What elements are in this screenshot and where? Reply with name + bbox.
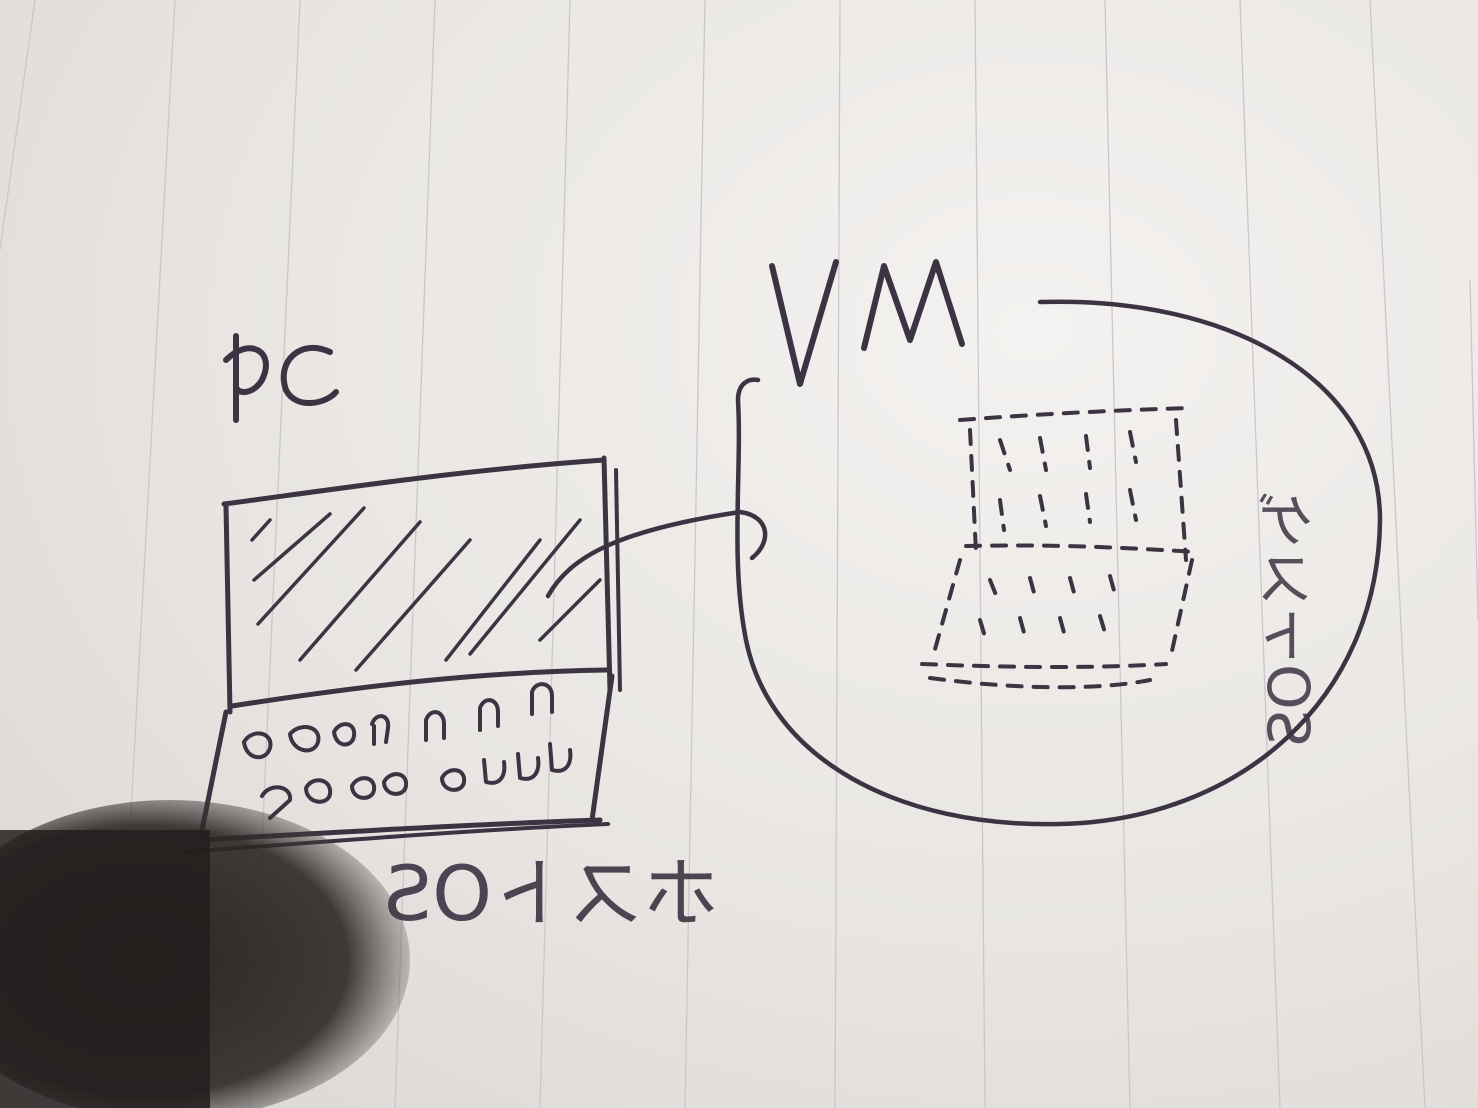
- virtual-keys: [978, 614, 1108, 642]
- virtual-base-left: [930, 558, 962, 662]
- ruled-line: [1239, 0, 1281, 1108]
- vm-bubble: [735, 299, 1383, 827]
- screen-hatching: [250, 506, 602, 672]
- ruled-line: [1369, 0, 1426, 1108]
- ruled-line: [1469, 279, 1478, 621]
- guest-os-label: ゲストOS: [1256, 490, 1324, 746]
- connector-to-vm: [545, 509, 768, 599]
- ruled-line: [0, 0, 36, 251]
- laptop-screen-top: [221, 457, 607, 507]
- laptop-screen-left: [223, 503, 233, 715]
- host-os-label-text: ホストOS: [384, 849, 720, 938]
- ruled-line: [974, 0, 986, 1108]
- virtual-screen-hatching: [998, 488, 1138, 532]
- laptop-base-right: [589, 673, 615, 823]
- virtual-base-right: [1168, 558, 1194, 662]
- ruled-line: [539, 0, 571, 1108]
- pc-letter-c: [280, 344, 339, 407]
- laptop-screen-edge: [614, 468, 622, 692]
- laptop-drawing: [184, 455, 622, 854]
- virtual-base-shadow: [928, 676, 1152, 690]
- ruled-line: [834, 0, 841, 1108]
- vm-letter-m: [861, 259, 965, 351]
- virtual-laptop-drawing: [920, 406, 1198, 690]
- virtual-screen-right: [1174, 418, 1188, 562]
- virtual-screen-top: [958, 406, 1192, 422]
- ruled-line: [1104, 0, 1131, 1108]
- virtual-base-bottom: [920, 662, 1168, 669]
- pc-label: PC: [223, 333, 339, 423]
- virtual-keys: [988, 574, 1118, 602]
- vm-letter-v: [769, 259, 839, 387]
- vm-label: VM: [769, 259, 965, 387]
- pc-letter-p-bowl: [223, 345, 269, 395]
- host-os-label: ホストOS: [384, 849, 720, 938]
- laptop-hinge: [229, 667, 609, 709]
- guest-os-label-text: ゲストOS: [1256, 490, 1324, 746]
- keyboard-keys: [242, 682, 573, 820]
- ruled-line: [684, 0, 706, 1108]
- virtual-screen-hatching: [998, 430, 1138, 472]
- finger-shadow-base: [0, 830, 210, 1108]
- virtual-screen-left: [968, 428, 978, 554]
- laptop-screen-right: [601, 455, 613, 693]
- virtual-hinge: [964, 543, 1198, 554]
